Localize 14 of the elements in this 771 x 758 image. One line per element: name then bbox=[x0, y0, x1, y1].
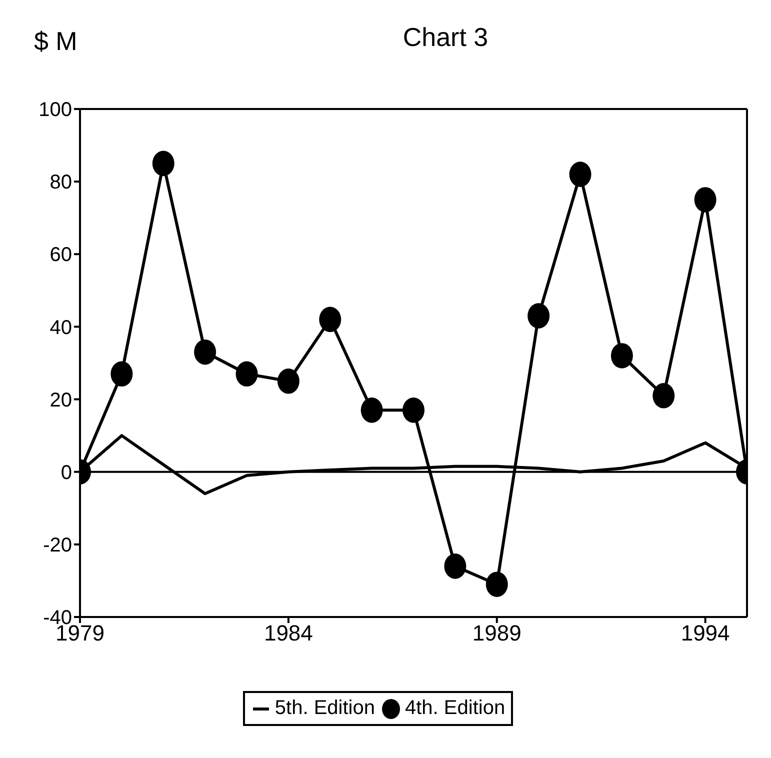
x-tick-label: 1984 bbox=[264, 620, 313, 646]
chart-title: Chart 3 bbox=[402, 22, 488, 52]
x-tick-label: 1989 bbox=[472, 620, 522, 646]
y-axis-title: $ M bbox=[34, 26, 78, 57]
y-tick-label: -20 bbox=[43, 534, 72, 557]
legend-label: 4th. Edition bbox=[404, 697, 506, 720]
y-tick-label: 60 bbox=[50, 244, 72, 266]
x-tick-label: 1994 bbox=[680, 620, 730, 646]
legend-label: 5th. Edition bbox=[274, 697, 375, 720]
y-tick-label: 100 bbox=[38, 99, 72, 122]
y-tick-label: 0 bbox=[60, 462, 72, 484]
y-tick-label: 80 bbox=[50, 172, 72, 194]
y-tick-label: 40 bbox=[50, 316, 72, 339]
y-tick-label: 20 bbox=[50, 389, 72, 412]
